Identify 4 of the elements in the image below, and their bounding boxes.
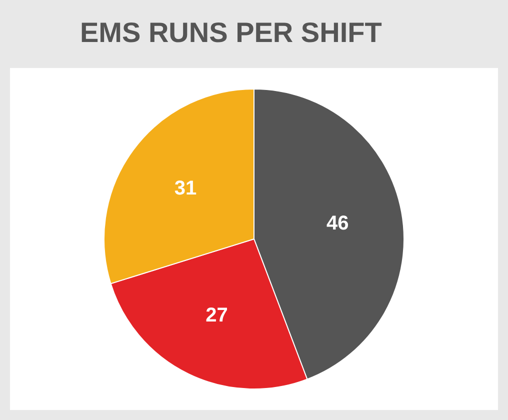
data-label: 46 — [326, 212, 349, 235]
chart-title: EMS RUNS PER SHIFT — [80, 17, 382, 48]
data-label: 31 — [174, 178, 197, 200]
data-label: 27 — [206, 304, 228, 326]
